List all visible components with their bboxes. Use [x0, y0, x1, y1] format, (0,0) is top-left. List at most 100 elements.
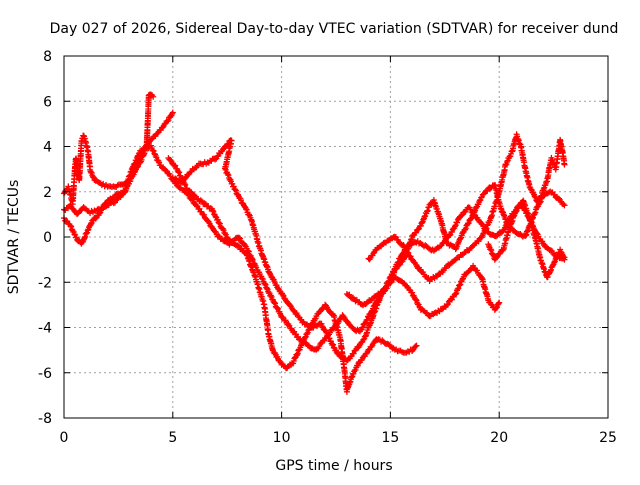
axis-ticks: 0 5 10 15 20 25 -8 -6 -4 -2 0 2 4 6 8 [38, 49, 617, 446]
x-tick-label: 15 [381, 430, 399, 446]
data-point [191, 192, 198, 199]
data-point [274, 304, 281, 311]
data-point [295, 347, 302, 354]
data-point [179, 176, 186, 183]
data-point [452, 291, 459, 298]
data-point [359, 324, 366, 331]
data-point [362, 320, 369, 327]
data-point [478, 220, 485, 227]
data-point [454, 219, 461, 226]
data-point [262, 281, 269, 288]
data-point [452, 246, 459, 253]
data-point [483, 225, 490, 232]
y-tick-label: 2 [43, 185, 52, 201]
data-point [176, 169, 183, 176]
data-point [444, 301, 451, 308]
data-point [220, 227, 227, 234]
data-point [405, 249, 412, 256]
data-point [547, 247, 554, 254]
data-point [201, 200, 208, 207]
data-point [232, 187, 239, 194]
data-point [236, 234, 243, 241]
data-point [212, 213, 219, 220]
data-point [271, 299, 278, 306]
series-track-5 [165, 155, 420, 395]
data-point [400, 242, 407, 249]
data-point [457, 235, 464, 242]
data-point [263, 285, 270, 292]
data-point [556, 195, 563, 202]
y-tick-label: 0 [43, 230, 52, 246]
data-point [261, 280, 268, 287]
data-point [92, 215, 99, 222]
y-axis-label: SDTVAR / TECUs [6, 180, 22, 295]
data-point [67, 222, 74, 229]
data-point [214, 153, 221, 160]
data-point [150, 147, 157, 154]
data-point [544, 274, 551, 281]
data-point [395, 259, 402, 266]
data-point [551, 191, 558, 198]
data-point [360, 336, 367, 343]
data-point [493, 304, 500, 311]
data-point [549, 248, 556, 255]
data-point [551, 259, 558, 266]
data-point [443, 302, 450, 309]
data-point [87, 220, 94, 227]
data-point [237, 235, 244, 242]
data-point [480, 230, 487, 237]
data-point [225, 172, 232, 179]
data-point [412, 296, 419, 303]
data-point [279, 291, 286, 298]
data-point [259, 275, 266, 282]
data-point [319, 323, 326, 330]
data-point [441, 238, 448, 245]
data-point [456, 282, 463, 289]
data-point [453, 290, 460, 297]
y-tick-label: -4 [38, 321, 52, 337]
data-point [138, 156, 145, 163]
data-point [150, 93, 157, 100]
data-point [415, 225, 422, 232]
data-point [473, 267, 480, 274]
x-tick-label: 20 [490, 430, 508, 446]
data-point [219, 225, 226, 232]
data-point [546, 269, 553, 276]
data-point [216, 220, 223, 227]
x-tick-label: 25 [599, 430, 617, 446]
data-point [350, 350, 357, 357]
series-track-8 [485, 197, 568, 281]
x-tick-label: 0 [60, 430, 69, 446]
data-point [414, 226, 421, 233]
data-point [495, 300, 502, 307]
data-point [169, 109, 176, 116]
data-point [458, 213, 465, 220]
data-point [330, 341, 337, 348]
x-tick-label: 10 [273, 430, 291, 446]
data-point [294, 350, 301, 357]
data-point [324, 331, 331, 338]
data-point [84, 227, 91, 234]
data-point [222, 165, 229, 172]
data-point [212, 156, 219, 163]
data-point [187, 169, 194, 176]
data-point [412, 343, 419, 350]
data-point [454, 286, 461, 293]
data-point [478, 194, 485, 201]
data-point [181, 180, 188, 187]
data-point [302, 334, 309, 341]
data-point [187, 188, 194, 195]
data-point [465, 220, 472, 227]
data-point [561, 202, 568, 209]
data-point [215, 233, 222, 240]
data-point [561, 254, 568, 261]
data-point [560, 201, 567, 208]
data-point [245, 248, 252, 255]
y-tick-label: -2 [38, 275, 52, 291]
data-point [209, 207, 216, 214]
y-tick-label: -8 [38, 411, 52, 427]
data-point [457, 281, 464, 288]
chart-title: Day 027 of 2026, Sidereal Day-to-day VTE… [50, 21, 619, 37]
